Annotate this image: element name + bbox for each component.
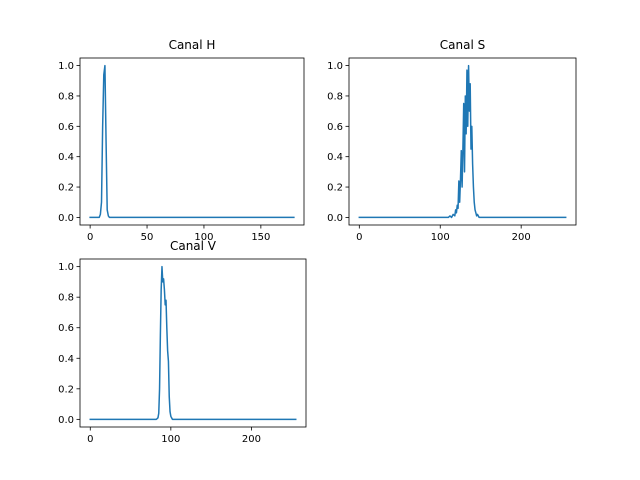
y-tick-label: 1.0 <box>58 262 74 273</box>
y-tick-label: 0.0 <box>58 213 74 224</box>
x-tick-label: 100 <box>194 232 213 243</box>
y-tick-label: 0.4 <box>58 354 74 365</box>
y-tick-label: 0.4 <box>327 152 343 163</box>
x-tick-label: 0 <box>87 232 93 243</box>
subplot-title: Canal H <box>169 38 216 52</box>
y-tick-label: 0.2 <box>58 183 74 194</box>
ticks: 0 100 200 0.0 0.2 0.4 0.6 0.8 1.0 <box>327 61 531 243</box>
x-tick-label: 150 <box>251 232 270 243</box>
x-tick-label: 200 <box>242 434 261 445</box>
y-tick-label: 1.0 <box>58 61 74 72</box>
y-tick-label: 0.0 <box>58 415 74 426</box>
series-line <box>89 64 295 219</box>
x-tick-label: 0 <box>356 232 362 243</box>
x-tick-label: 50 <box>141 232 154 243</box>
y-tick-label: 0.0 <box>327 213 343 224</box>
subplot-s: 0 100 200 0.0 0.2 0.4 0.6 0.8 1.0 Canal S <box>327 38 577 243</box>
axes-frame <box>79 258 307 428</box>
subplot-h: 0 50 100 150 0.0 0.2 0.4 0.6 0.8 1.0 Canal H <box>58 38 305 243</box>
y-tick-label: 0.8 <box>58 91 74 102</box>
ticks: 0 100 200 0.0 0.2 0.4 0.6 0.8 1.0 <box>58 262 261 445</box>
subplot-v: 0 100 200 0.0 0.2 0.4 0.6 0.8 1.0 Canal V <box>58 239 307 445</box>
y-tick-label: 0.6 <box>58 122 74 133</box>
y-tick-label: 0.6 <box>58 323 74 334</box>
ticks: 0 50 100 150 0.0 0.2 0.4 0.6 0.8 1.0 <box>58 61 270 243</box>
y-tick-label: 0.2 <box>58 384 74 395</box>
x-tick-label: 0 <box>87 434 93 445</box>
subplot-title: Canal V <box>170 239 217 253</box>
y-tick-label: 0.8 <box>327 91 343 102</box>
axes-frame <box>79 57 305 226</box>
series-line <box>89 265 297 421</box>
y-tick-label: 0.2 <box>327 183 343 194</box>
y-tick-label: 1.0 <box>327 61 343 72</box>
x-tick-label: 200 <box>512 232 531 243</box>
subplot-title: Canal S <box>440 38 485 52</box>
y-tick-label: 0.4 <box>58 152 74 163</box>
y-tick-label: 0.6 <box>327 122 343 133</box>
y-tick-label: 0.8 <box>58 293 74 304</box>
x-tick-label: 100 <box>161 434 180 445</box>
x-tick-label: 100 <box>431 232 450 243</box>
series-line <box>358 64 567 219</box>
